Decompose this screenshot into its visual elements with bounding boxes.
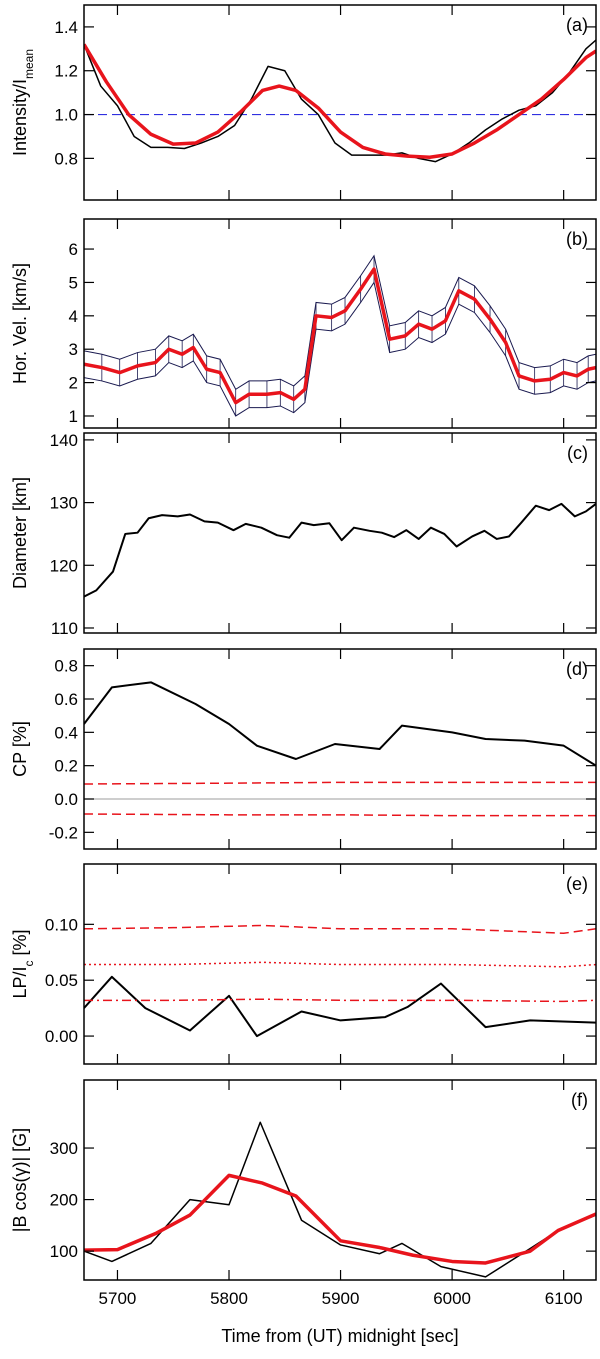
x-tick-label: 5700 bbox=[99, 1289, 137, 1308]
data-line bbox=[84, 502, 596, 598]
y-tick-label: 1.2 bbox=[54, 62, 78, 81]
x-axis-label: Time from (UT) midnight [sec] bbox=[221, 1326, 458, 1346]
data-line bbox=[84, 961, 596, 968]
data-line bbox=[84, 267, 596, 405]
panel-label: (f) bbox=[571, 1090, 588, 1110]
y-tick-label: 0.4 bbox=[54, 723, 78, 742]
y-tick-label: 6 bbox=[69, 240, 78, 259]
y-tick-label: 4 bbox=[69, 307, 78, 326]
y-axis-label: CP [%] bbox=[10, 721, 30, 777]
y-tick-label: 1.4 bbox=[54, 18, 78, 37]
plot-area bbox=[84, 1121, 596, 1278]
plot-area bbox=[84, 254, 596, 417]
y-tick-label: 200 bbox=[50, 1191, 78, 1210]
y-tick-label: 0.10 bbox=[45, 915, 78, 934]
y-axis-label-part: CP [%] bbox=[10, 721, 30, 777]
y-tick-label: 2 bbox=[69, 374, 78, 393]
y-tick-label: 100 bbox=[50, 1242, 78, 1261]
plot-area bbox=[84, 924, 596, 1038]
y-tick-label: 0.8 bbox=[54, 657, 78, 676]
y-tick-label: 0.2 bbox=[54, 757, 78, 776]
y-axis-label-part: c bbox=[22, 960, 36, 966]
x-tick-label: 6000 bbox=[433, 1289, 471, 1308]
data-line bbox=[84, 681, 596, 767]
panel-label: (e) bbox=[566, 874, 588, 894]
data-line bbox=[84, 39, 596, 163]
y-tick-label: 300 bbox=[50, 1139, 78, 1158]
error-band-lower bbox=[84, 281, 596, 417]
y-axis-label-part: Hor. Vel. [km/s] bbox=[10, 263, 30, 384]
y-axis-label-part: LP/I bbox=[10, 966, 30, 998]
y-tick-label: 0.05 bbox=[45, 971, 78, 990]
panel-frame bbox=[83, 218, 597, 429]
data-line bbox=[84, 924, 596, 935]
y-axis-label-part: Intensity/I bbox=[10, 79, 30, 156]
x-tick-label: 5900 bbox=[322, 1289, 360, 1308]
y-tick-label: 0.6 bbox=[54, 690, 78, 709]
panel-label: (d) bbox=[566, 659, 588, 679]
plot-area bbox=[84, 681, 596, 817]
y-tick-label: 0.0 bbox=[54, 790, 78, 809]
data-line bbox=[84, 975, 596, 1038]
y-tick-label: 1.0 bbox=[54, 106, 78, 125]
panel-frame bbox=[83, 1079, 597, 1281]
y-tick-label: 3 bbox=[69, 340, 78, 359]
panel-label: (c) bbox=[567, 443, 588, 463]
y-axis-label: LP/Ic [%] bbox=[10, 929, 36, 998]
y-axis-label: Diameter [km] bbox=[10, 477, 30, 589]
y-tick-label: 140 bbox=[50, 431, 78, 450]
y-axis-label-part: |B cos(γ)| [G] bbox=[10, 1128, 30, 1232]
y-tick-label: 120 bbox=[50, 556, 78, 575]
x-tick-label: 6100 bbox=[545, 1289, 583, 1308]
y-tick-label: 110 bbox=[51, 619, 78, 638]
y-tick-label: 5 bbox=[69, 273, 78, 292]
y-tick-label: 130 bbox=[50, 494, 78, 513]
y-tick-label: 1 bbox=[69, 407, 78, 426]
plot-area bbox=[84, 502, 596, 598]
data-line bbox=[84, 43, 596, 160]
panel-frame bbox=[83, 432, 597, 634]
panel-frame bbox=[83, 648, 597, 850]
data-line bbox=[84, 1173, 596, 1265]
y-axis-label: |B cos(γ)| [G] bbox=[10, 1128, 30, 1232]
y-axis-label-part: mean bbox=[22, 49, 36, 79]
y-tick-label: -0.2 bbox=[49, 823, 78, 842]
y-axis-label-part: Diameter [km] bbox=[10, 477, 30, 589]
y-axis-label-part: [%] bbox=[10, 929, 30, 960]
x-tick-label: 5800 bbox=[210, 1289, 248, 1308]
data-line bbox=[84, 998, 596, 1003]
y-axis-label: Hor. Vel. [km/s] bbox=[10, 263, 30, 384]
panel-label: (b) bbox=[566, 229, 588, 249]
data-line bbox=[84, 813, 596, 817]
plot-area bbox=[84, 39, 596, 163]
panel-frame bbox=[83, 4, 597, 201]
y-axis-label: Intensity/Imean bbox=[10, 49, 36, 156]
data-line bbox=[84, 781, 596, 785]
panel-label: (a) bbox=[566, 15, 588, 35]
y-tick-label: 0.8 bbox=[54, 149, 78, 168]
y-tick-label: 0.00 bbox=[45, 1027, 78, 1046]
